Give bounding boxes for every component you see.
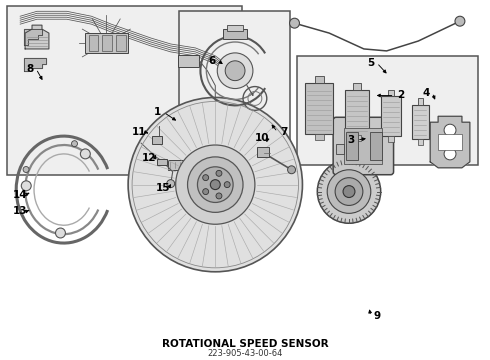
Text: 6: 6	[209, 56, 216, 66]
Bar	[257, 147, 269, 157]
Circle shape	[23, 167, 29, 172]
Text: 15: 15	[155, 183, 170, 193]
Text: 10: 10	[255, 133, 269, 143]
Circle shape	[167, 180, 174, 188]
Bar	[7, 6, 242, 175]
Bar	[227, 25, 243, 31]
Polygon shape	[24, 58, 46, 71]
Text: 5: 5	[367, 58, 374, 68]
Circle shape	[290, 18, 299, 28]
Text: 223-905-43-00-64: 223-905-43-00-64	[207, 348, 283, 357]
Circle shape	[80, 149, 90, 159]
Circle shape	[176, 145, 255, 224]
Bar	[85, 33, 128, 53]
Bar	[381, 96, 400, 136]
Bar	[179, 11, 290, 155]
Circle shape	[335, 178, 363, 206]
Bar	[336, 144, 344, 154]
Text: 2: 2	[397, 90, 404, 100]
Bar	[223, 29, 247, 39]
Bar	[346, 132, 358, 160]
Text: 3: 3	[347, 135, 355, 145]
Circle shape	[216, 193, 222, 199]
Circle shape	[21, 181, 31, 191]
Bar	[345, 90, 369, 135]
Bar	[305, 82, 333, 134]
Bar	[316, 134, 324, 140]
Bar	[353, 135, 361, 141]
Text: 4: 4	[422, 87, 430, 98]
Bar	[157, 159, 167, 165]
Circle shape	[225, 61, 245, 81]
Circle shape	[203, 175, 209, 181]
Bar	[316, 76, 324, 82]
Circle shape	[224, 182, 230, 188]
Circle shape	[188, 157, 243, 212]
Bar	[152, 136, 162, 144]
Bar	[353, 82, 361, 90]
Circle shape	[55, 228, 65, 238]
Text: 13: 13	[13, 206, 27, 216]
Bar	[388, 90, 393, 96]
Circle shape	[288, 166, 295, 174]
Circle shape	[210, 180, 220, 190]
Circle shape	[203, 189, 209, 195]
Text: 1: 1	[154, 107, 162, 117]
Text: ROTATIONAL SPEED SENSOR: ROTATIONAL SPEED SENSOR	[162, 339, 328, 349]
Circle shape	[318, 160, 381, 223]
Bar	[344, 128, 382, 164]
Bar	[89, 35, 98, 51]
Circle shape	[128, 98, 302, 272]
Circle shape	[197, 167, 233, 202]
Circle shape	[72, 141, 77, 147]
Bar	[370, 132, 382, 160]
Circle shape	[444, 148, 456, 160]
Bar	[388, 136, 393, 142]
Circle shape	[216, 170, 222, 176]
Bar	[438, 134, 462, 150]
Text: 11: 11	[132, 127, 147, 137]
Circle shape	[455, 16, 465, 26]
Text: 14: 14	[13, 189, 27, 199]
Bar	[297, 56, 478, 165]
Circle shape	[217, 53, 253, 89]
Polygon shape	[25, 25, 49, 49]
Circle shape	[444, 124, 456, 136]
Bar	[178, 55, 199, 67]
Bar	[418, 139, 423, 145]
Circle shape	[327, 170, 371, 213]
Polygon shape	[24, 29, 42, 45]
Bar	[116, 35, 126, 51]
Bar	[413, 105, 429, 139]
Bar	[418, 98, 423, 105]
Text: 9: 9	[373, 311, 380, 321]
Bar	[102, 35, 112, 51]
Text: 12: 12	[142, 153, 156, 163]
Circle shape	[343, 186, 355, 198]
Text: 8: 8	[26, 64, 34, 74]
Bar	[168, 160, 186, 170]
FancyBboxPatch shape	[333, 117, 393, 175]
Text: 7: 7	[280, 127, 287, 137]
Polygon shape	[430, 116, 470, 168]
